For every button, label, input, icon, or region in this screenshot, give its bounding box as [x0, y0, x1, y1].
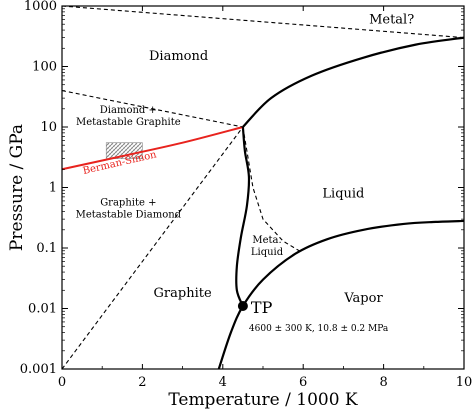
y-tick-label-2: 0.1	[36, 241, 57, 256]
annotation-1: Graphite + Metastable Diamond	[76, 198, 182, 221]
x-tick-label-1: 2	[138, 375, 146, 390]
annotation-2: Meta. Liquid	[251, 235, 284, 258]
region-label-0: Diamond	[149, 49, 208, 64]
y-tick-label-6: 1000	[24, 0, 57, 14]
triple-point-label: TP	[251, 298, 273, 317]
annotation-0: Diamond + Metastable Graphite	[76, 105, 181, 128]
phase-boundary-4	[61, 5, 465, 39]
x-tick-label-0: 0	[58, 375, 66, 390]
phase-boundary-5	[61, 90, 244, 128]
phase-boundary-3	[61, 126, 244, 171]
region-label-3: Graphite	[154, 286, 212, 301]
x-tick-label-5: 10	[456, 375, 473, 390]
phase-boundary-0	[242, 36, 465, 128]
x-tick-label-3: 6	[299, 375, 307, 390]
x-axis-title: Temperature / 1000 K	[168, 390, 358, 410]
y-tick-label-0: 0.001	[20, 362, 57, 377]
phase-boundary-7	[242, 126, 300, 252]
y-tick-label-5: 100	[32, 60, 57, 75]
axes: 0 2 4 6 8 10 0.001 0.01 0.1 1 10 100 1000	[20, 0, 472, 390]
phase-boundary-6	[61, 126, 244, 370]
plot-content: TP 4600 ± 300 K, 10.8 ± 0.2 MPa Diamond Met…	[61, 5, 465, 370]
region-label-4: Vapor	[343, 291, 383, 306]
x-tick-label-2: 4	[219, 375, 227, 390]
y-tick-label-4: 10	[40, 120, 57, 135]
x-tick-label-4: 8	[379, 375, 387, 390]
phase-boundary-2	[217, 219, 465, 370]
triple-point-marker	[237, 300, 248, 311]
phase-boundary-1	[235, 126, 251, 307]
region-label-2: Liquid	[322, 186, 364, 201]
triple-point-note: 4600 ± 300 K, 10.8 ± 0.2 MPa	[249, 324, 389, 334]
region-label-1: Metal?	[369, 12, 414, 27]
y-tick-label-1: 0.01	[28, 302, 57, 317]
y-tick-label-3: 1	[49, 181, 57, 196]
y-axis-title: Pressure / GPa	[7, 124, 27, 251]
